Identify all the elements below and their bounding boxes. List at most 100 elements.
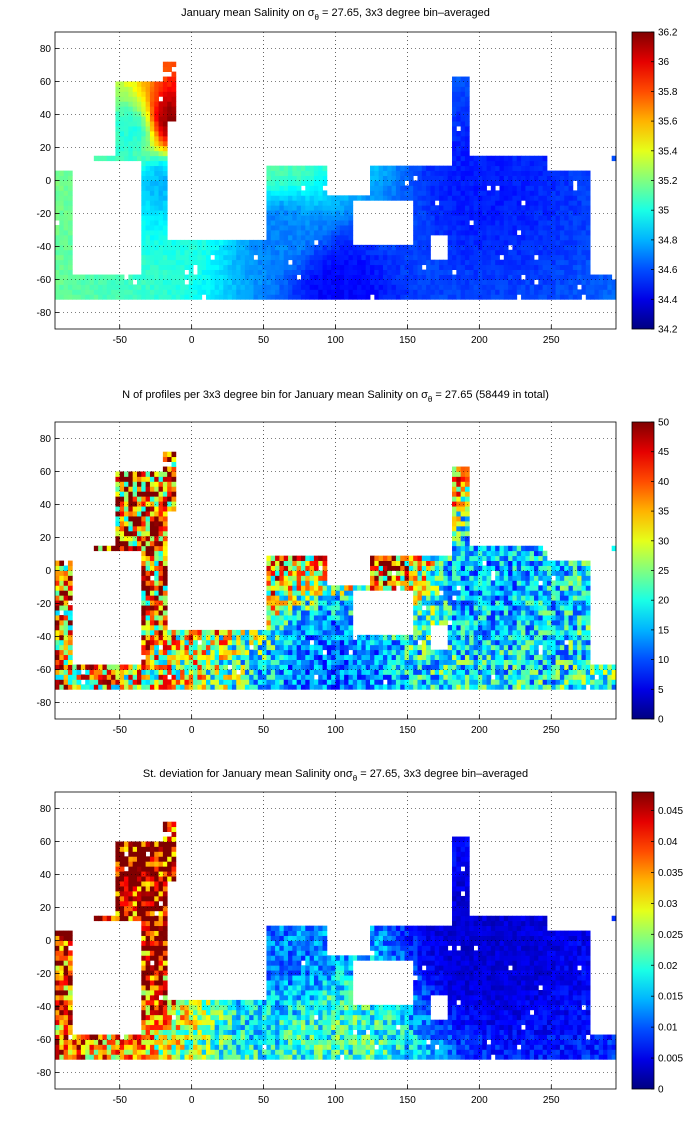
heatmap-cell	[521, 264, 526, 270]
heatmap-cell	[162, 289, 168, 295]
heatmap-cell	[529, 284, 535, 290]
heatmap-cell	[391, 195, 397, 201]
heatmap-cell	[309, 560, 315, 566]
heatmap-cell	[413, 249, 418, 256]
heatmap-cell	[460, 674, 466, 680]
heatmap-cell	[180, 289, 185, 295]
heatmap-cell	[279, 560, 285, 566]
heatmap-cell	[162, 66, 168, 72]
heatmap-cell	[430, 679, 436, 685]
heatmap-cell	[158, 570, 164, 576]
heatmap-cell	[525, 165, 531, 171]
heatmap-cell	[279, 244, 285, 251]
heatmap-cell	[391, 644, 397, 651]
heatmap-cell	[162, 155, 168, 162]
heatmap-cell	[408, 679, 414, 685]
heatmap-cell	[387, 259, 392, 266]
heatmap-cell	[426, 674, 431, 680]
heatmap-cell	[313, 200, 319, 206]
heatmap-cell	[460, 234, 466, 241]
heatmap-cell	[559, 170, 565, 176]
heatmap-cell	[162, 595, 168, 601]
heatmap-cell	[180, 654, 185, 660]
heatmap-cell	[145, 674, 151, 680]
heatmap-cell	[426, 664, 431, 670]
heatmap-cell	[313, 180, 319, 186]
heatmap-cell	[253, 649, 259, 656]
heatmap-cell	[477, 620, 483, 626]
heatmap-cell	[400, 565, 405, 571]
heatmap-cell	[132, 96, 138, 102]
heatmap-cell	[279, 215, 285, 221]
heatmap-cell	[231, 684, 237, 690]
heatmap-cell	[67, 615, 73, 621]
heatmap-cell	[214, 644, 220, 651]
heatmap-cell	[270, 639, 276, 646]
heatmap-cell	[197, 294, 203, 300]
heatmap-cell	[361, 249, 367, 256]
heatmap-cell	[288, 254, 293, 261]
heatmap-cell	[391, 674, 397, 680]
heatmap-cell	[283, 175, 289, 181]
heatmap-cell	[154, 244, 159, 251]
heatmap-cell	[404, 575, 410, 581]
heatmap-cell	[296, 649, 302, 656]
heatmap-cell	[344, 590, 349, 596]
heatmap-cell	[447, 210, 453, 216]
heatmap-cell	[223, 654, 229, 660]
heatmap-cell	[344, 644, 349, 651]
heatmap-cell	[400, 269, 405, 275]
heatmap-cell	[542, 234, 548, 241]
heatmap-cell	[564, 195, 569, 201]
heatmap-cell	[313, 634, 319, 641]
heatmap-cell	[167, 111, 172, 117]
heatmap-cell	[452, 674, 457, 680]
heatmap-cell	[538, 254, 544, 261]
heatmap-cell	[145, 190, 151, 196]
heatmap-cell	[473, 610, 479, 616]
heatmap-cell	[283, 555, 289, 561]
heatmap-cell	[214, 244, 220, 251]
heatmap-cell	[486, 659, 492, 665]
heatmap-cell	[400, 180, 405, 186]
heatmap-cell	[132, 491, 138, 497]
heatmap-cell	[322, 225, 328, 231]
heatmap-cell	[568, 274, 574, 280]
heatmap-cell	[417, 679, 423, 685]
heatmap-cell	[417, 205, 423, 211]
heatmap-cell	[400, 264, 405, 270]
heatmap-cell	[300, 259, 306, 266]
heatmap-cell	[223, 644, 229, 651]
heatmap-cell	[318, 205, 323, 211]
heatmap-cell	[266, 629, 272, 636]
heatmap-cell	[162, 649, 168, 656]
heatmap-cell	[67, 620, 73, 626]
heatmap-cell	[374, 639, 380, 646]
heatmap-cell	[460, 249, 466, 256]
heatmap-cell	[326, 239, 332, 246]
heatmap-cell	[309, 210, 315, 216]
heatmap-cell	[486, 684, 492, 690]
heatmap-cell	[171, 471, 177, 477]
heatmap-cell	[288, 274, 293, 280]
heatmap-cell	[201, 644, 207, 651]
heatmap-cell	[361, 279, 367, 285]
heatmap-cell	[443, 264, 449, 270]
heatmap-cell	[55, 244, 60, 251]
heatmap-cell	[339, 225, 345, 231]
heatmap-cell	[348, 200, 354, 206]
heatmap-cell	[456, 175, 462, 181]
y-tick-label: -40	[37, 242, 52, 253]
heatmap-cell	[63, 269, 69, 275]
heatmap-cell	[482, 205, 487, 211]
heatmap-cell	[188, 264, 194, 270]
heatmap-cell	[413, 195, 418, 201]
heatmap-cell	[387, 254, 392, 261]
heatmap-cell	[270, 249, 276, 256]
heatmap-cell	[210, 674, 216, 680]
heatmap-cell	[275, 249, 280, 256]
heatmap-cell	[154, 674, 159, 680]
heatmap-cell	[102, 664, 108, 670]
heatmap-cell	[503, 155, 509, 162]
heatmap-cell	[382, 279, 388, 285]
